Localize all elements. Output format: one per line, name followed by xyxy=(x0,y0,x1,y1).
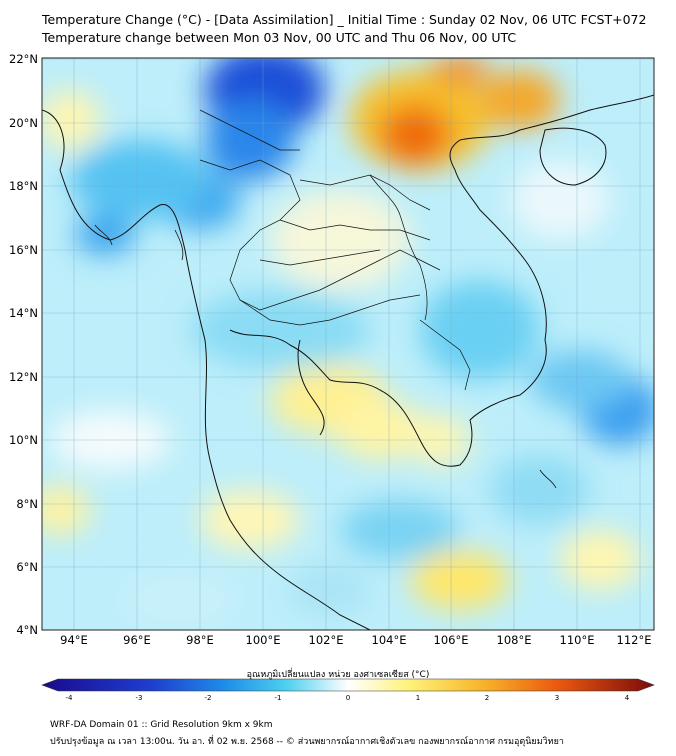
lat-label: 6°N xyxy=(16,560,38,574)
lat-label: 12°N xyxy=(9,370,38,384)
map-title: Temperature Change (°C) - [Data Assimila… xyxy=(42,12,647,27)
colorbar-tick: 3 xyxy=(554,694,560,702)
lat-label: 14°N xyxy=(9,306,38,320)
lat-label: 22°N xyxy=(9,52,38,66)
colorbar-tick: 4 xyxy=(624,694,630,702)
colorbar xyxy=(41,678,655,692)
lat-label: 10°N xyxy=(9,433,38,447)
lat-label: 20°N xyxy=(9,116,38,130)
colorbar-tick: -2 xyxy=(204,694,212,702)
lat-label: 8°N xyxy=(16,497,38,511)
footer-credit: ปรับปรุงข้อมูล ณ เวลา 13:00น. วัน อา. ที… xyxy=(50,737,564,747)
colorbar-tick: 0 xyxy=(345,694,351,702)
colorbar-tick: -1 xyxy=(274,694,282,702)
temperature-field xyxy=(42,58,654,630)
colorbar-tick: -4 xyxy=(65,694,73,702)
lon-label: 110°E xyxy=(559,633,595,647)
graticule xyxy=(42,58,654,630)
lat-label: 18°N xyxy=(9,179,38,193)
colorbar-tick: -3 xyxy=(135,694,143,702)
province-borders xyxy=(199,109,471,391)
lon-label: 112°E xyxy=(616,633,652,647)
lon-label: 98°E xyxy=(186,633,214,647)
lon-label: 96°E xyxy=(123,633,151,647)
lon-label: 104°E xyxy=(371,633,407,647)
map-frame xyxy=(41,57,655,631)
colorbar-tick: 1 xyxy=(415,694,421,702)
colorbar-tick: 2 xyxy=(484,694,490,702)
islands xyxy=(94,224,557,489)
lon-label: 102°E xyxy=(308,633,344,647)
lon-label: 94°E xyxy=(60,633,88,647)
lat-label: 16°N xyxy=(9,243,38,257)
lon-label: 108°E xyxy=(496,633,532,647)
footer-model-info: WRF-DA Domain 01 :: Grid Resolution 9km … xyxy=(50,720,273,730)
lat-label: 4°N xyxy=(16,623,38,637)
lon-label: 100°E xyxy=(245,633,281,647)
colorbar-label: อุณหภูมิเปลี่ยนแปลง หน่วย องศาเซลเซียส (… xyxy=(246,670,430,680)
coastlines xyxy=(42,94,654,630)
map-subtitle: Temperature change between Mon 03 Nov, 0… xyxy=(42,30,517,45)
lon-label: 106°E xyxy=(433,633,469,647)
